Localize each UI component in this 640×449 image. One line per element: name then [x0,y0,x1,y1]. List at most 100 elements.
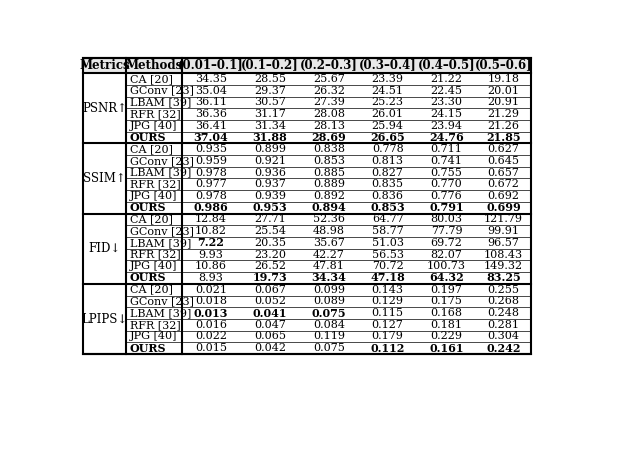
Text: FID↓: FID↓ [88,242,120,255]
Text: 23.30: 23.30 [431,97,463,107]
Text: 0.937: 0.937 [254,179,286,189]
Text: 70.72: 70.72 [372,261,404,271]
Text: 36.11: 36.11 [195,97,227,107]
Text: 20.35: 20.35 [254,238,286,248]
Text: 0.129: 0.129 [372,296,404,306]
Text: 108.43: 108.43 [484,250,523,260]
Text: 23.39: 23.39 [372,74,404,84]
Text: 0.853: 0.853 [313,156,345,166]
Text: 23.94: 23.94 [431,121,463,131]
Text: 0.899: 0.899 [254,144,286,154]
Text: 21.26: 21.26 [488,121,520,131]
Text: 0.052: 0.052 [254,296,286,306]
Text: 22.45: 22.45 [431,86,463,96]
Text: 0.778: 0.778 [372,144,404,154]
Text: 0.978: 0.978 [195,167,227,178]
Text: 0.179: 0.179 [372,331,404,342]
Text: 0.127: 0.127 [372,320,404,330]
Text: 0.042: 0.042 [254,343,286,353]
Text: 0.838: 0.838 [313,144,345,154]
Text: 0.248: 0.248 [488,308,520,318]
Text: 69.72: 69.72 [431,238,463,248]
Text: 35.04: 35.04 [195,86,227,96]
Text: 31.17: 31.17 [254,109,286,119]
Text: 0.813: 0.813 [372,156,404,166]
Text: JPG [40]: JPG [40] [129,191,177,201]
Text: 30.57: 30.57 [254,97,286,107]
Text: GConv [23]: GConv [23] [129,156,193,166]
Text: 24.76: 24.76 [429,132,464,143]
Text: 96.57: 96.57 [488,238,520,248]
Text: CA [20]: CA [20] [129,215,173,224]
Text: 0.699: 0.699 [486,202,521,213]
Text: (0.5–0.6]: (0.5–0.6] [475,59,532,72]
Text: 121.79: 121.79 [484,215,523,224]
Text: 0.892: 0.892 [313,191,345,201]
Text: 25.67: 25.67 [313,74,345,84]
Text: 25.94: 25.94 [372,121,404,131]
Text: 0.741: 0.741 [431,156,463,166]
Text: 12.84: 12.84 [195,215,227,224]
Bar [83,58,531,73]
Text: 0.885: 0.885 [313,167,345,178]
Text: 82.07: 82.07 [431,250,463,260]
Text: 0.175: 0.175 [431,296,463,306]
Text: 0.827: 0.827 [372,167,404,178]
Text: Metrics: Metrics [79,59,130,72]
Text: SSIM↑: SSIM↑ [83,172,126,185]
Text: 0.229: 0.229 [431,331,463,342]
Text: 0.018: 0.018 [195,296,227,306]
Text: (0.3–0.4]: (0.3–0.4] [359,59,417,72]
Text: 10.82: 10.82 [195,226,227,236]
Text: RFR [32]: RFR [32] [129,109,180,119]
Text: 19.18: 19.18 [488,74,520,84]
Text: 0.067: 0.067 [254,285,286,295]
Text: 0.978: 0.978 [195,191,227,201]
Text: 25.54: 25.54 [254,226,286,236]
Text: Methods: Methods [125,59,182,72]
Text: CA [20]: CA [20] [129,144,173,154]
Text: LPIPS↓: LPIPS↓ [81,313,127,326]
Text: 0.645: 0.645 [488,156,520,166]
Text: 0.770: 0.770 [431,179,463,189]
Text: OURS: OURS [129,273,166,283]
Text: 58.77: 58.77 [372,226,404,236]
Text: 23.20: 23.20 [254,250,286,260]
Text: 10.86: 10.86 [195,261,227,271]
Text: 27.39: 27.39 [313,97,345,107]
Text: 35.67: 35.67 [313,238,345,248]
Text: PSNR↑: PSNR↑ [82,102,127,115]
Text: 0.242: 0.242 [486,343,521,354]
Text: 36.41: 36.41 [195,121,227,131]
Text: 0.627: 0.627 [488,144,520,154]
Text: OURS: OURS [129,202,166,213]
Bar [83,58,531,354]
Text: 42.27: 42.27 [313,250,345,260]
Text: (0.4–0.5]: (0.4–0.5] [418,59,476,72]
Text: 0.075: 0.075 [312,308,346,318]
Text: 0.711: 0.711 [431,144,463,154]
Text: 28.55: 28.55 [254,74,286,84]
Text: 24.51: 24.51 [372,86,404,96]
Text: 0.161: 0.161 [429,343,464,354]
Text: GConv [23]: GConv [23] [129,226,193,236]
Text: OURS: OURS [129,132,166,143]
Text: 0.889: 0.889 [313,179,345,189]
Text: 0.075: 0.075 [313,343,345,353]
Text: 0.112: 0.112 [371,343,405,354]
Text: 0.281: 0.281 [488,320,520,330]
Text: 0.853: 0.853 [371,202,405,213]
Text: 25.23: 25.23 [372,97,404,107]
Text: 26.32: 26.32 [313,86,345,96]
Text: RFR [32]: RFR [32] [129,250,180,260]
Text: 24.15: 24.15 [431,109,463,119]
Text: 83.25: 83.25 [486,273,521,283]
Text: RFR [32]: RFR [32] [129,320,180,330]
Text: LBAM [39]: LBAM [39] [129,167,191,178]
Text: 0.692: 0.692 [488,191,520,201]
Text: 26.52: 26.52 [254,261,286,271]
Text: 64.32: 64.32 [429,273,464,283]
Text: 0.013: 0.013 [194,308,228,318]
Text: 64.77: 64.77 [372,215,404,224]
Text: 47.81: 47.81 [313,261,345,271]
